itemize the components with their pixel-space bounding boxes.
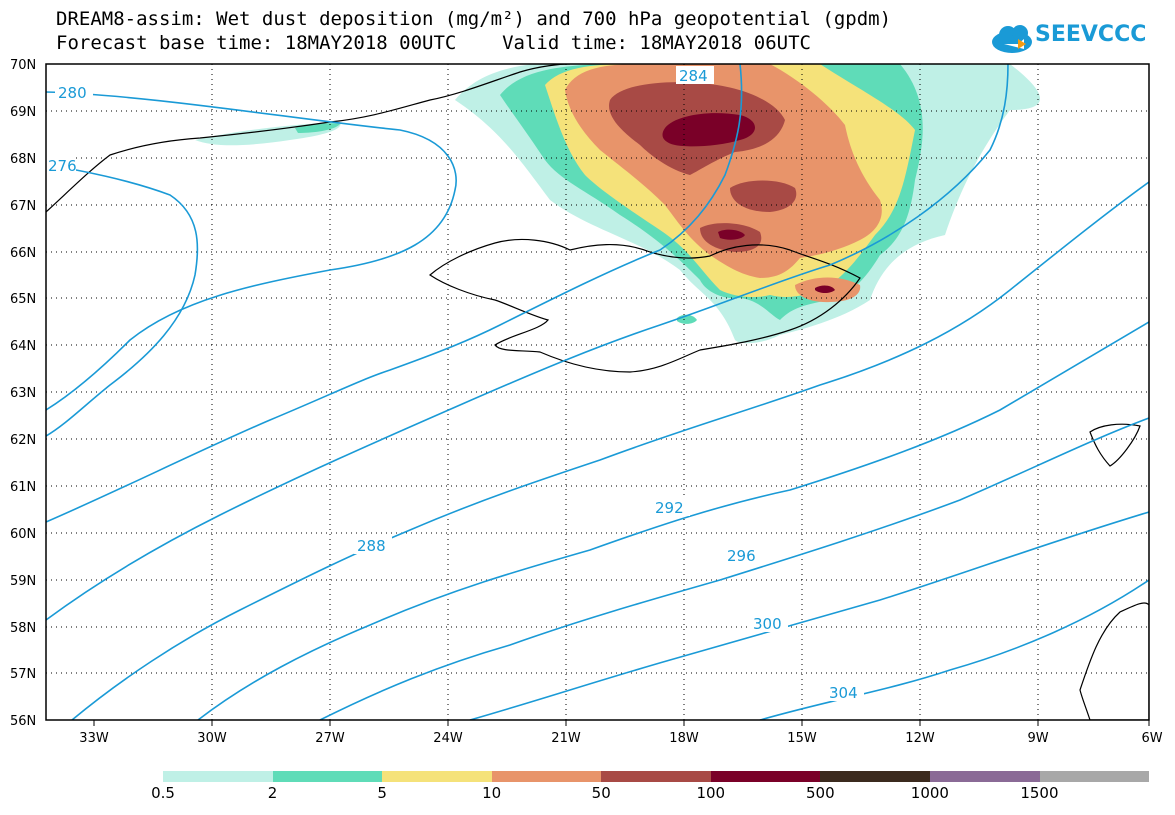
tick-marks bbox=[93, 720, 1150, 726]
contour-label-304: 304 bbox=[829, 684, 858, 702]
dust-level-100 bbox=[662, 113, 755, 147]
legend-swatch bbox=[601, 771, 711, 782]
legend-swatch bbox=[1039, 771, 1150, 782]
contour-label-284: 284 bbox=[679, 67, 708, 85]
latitude-labels: 70N 69N 68N 67N 66N 65N 64N 63N 62N 61N … bbox=[10, 58, 36, 729]
greenland-coast bbox=[46, 64, 571, 213]
cloud-icon bbox=[992, 25, 1032, 53]
lon-label: 30W bbox=[197, 731, 227, 746]
longitude-labels: 33W 30W 27W 24W 21W 18W 15W 12W 9W 6W bbox=[79, 731, 1162, 746]
lat-label: 63N bbox=[10, 386, 36, 401]
contour-284-b bbox=[46, 64, 1009, 621]
lon-label: 33W bbox=[79, 731, 109, 746]
lat-label: 60N bbox=[10, 527, 36, 542]
contour-284-a bbox=[46, 64, 743, 523]
dust-deposition-field bbox=[195, 64, 1040, 344]
geopotential-contours bbox=[46, 64, 1149, 720]
color-legend bbox=[163, 771, 1150, 782]
dust-level-50b bbox=[730, 180, 797, 212]
lat-label: 65N bbox=[10, 292, 36, 307]
coastlines bbox=[46, 64, 1149, 720]
map-title: DREAM8-assim: Wet dust deposition (mg/m²… bbox=[56, 8, 892, 30]
legend-swatch bbox=[491, 771, 602, 782]
contour-296 bbox=[319, 417, 1149, 720]
lat-label: 59N bbox=[10, 574, 36, 589]
lon-label: 6W bbox=[1141, 731, 1162, 746]
legend-swatch bbox=[710, 771, 821, 782]
legend-label: 50 bbox=[591, 784, 611, 802]
lat-label: 66N bbox=[10, 246, 36, 261]
lat-label: 70N bbox=[10, 58, 36, 73]
legend-swatch bbox=[382, 771, 492, 782]
dust-level-100b bbox=[718, 229, 745, 240]
legend-swatch bbox=[163, 771, 273, 782]
lat-label: 57N bbox=[10, 667, 36, 682]
contour-304 bbox=[759, 579, 1149, 720]
contour-label-288: 288 bbox=[357, 537, 386, 555]
legend-label: 0.5 bbox=[151, 784, 175, 802]
lon-label: 9W bbox=[1027, 731, 1048, 746]
lat-label: 67N bbox=[10, 199, 36, 214]
iceland-coast bbox=[429, 238, 861, 373]
map-subtitle-times: Forecast base time: 18MAY2018 00UTC Vali… bbox=[56, 32, 811, 54]
lat-label: 61N bbox=[10, 480, 36, 495]
lat-label: 62N bbox=[10, 433, 36, 448]
lat-label: 68N bbox=[10, 152, 36, 167]
lat-label: 69N bbox=[10, 105, 36, 120]
lat-label: 56N bbox=[10, 714, 36, 729]
contour-label-296: 296 bbox=[727, 547, 756, 565]
legend-label: 1000 bbox=[910, 784, 949, 802]
map-frame bbox=[45, 63, 1150, 721]
contour-288 bbox=[71, 181, 1149, 720]
seevccc-logo bbox=[992, 25, 1032, 53]
lat-label: 64N bbox=[10, 339, 36, 354]
lon-label: 21W bbox=[551, 731, 581, 746]
scotland-coast bbox=[1079, 602, 1149, 720]
contour-label-292: 292 bbox=[655, 499, 684, 517]
lon-label: 27W bbox=[315, 731, 345, 746]
legend-label: 1500 bbox=[1020, 784, 1059, 802]
contour-300 bbox=[469, 511, 1149, 720]
contour-labels: 280 276 284 288 292 296 300 304 bbox=[46, 66, 864, 702]
faroe-islands bbox=[1089, 423, 1141, 467]
contour-label-300: 300 bbox=[753, 615, 782, 633]
contour-label-280: 280 bbox=[58, 84, 87, 102]
contour-label-276: 276 bbox=[48, 157, 77, 175]
legend-swatch bbox=[820, 771, 930, 782]
lat-label: 58N bbox=[10, 621, 36, 636]
legend-label: 100 bbox=[696, 784, 726, 802]
contour-280 bbox=[46, 91, 457, 411]
legend-label: 2 bbox=[267, 784, 278, 802]
lon-label: 24W bbox=[433, 731, 463, 746]
lon-label: 18W bbox=[669, 731, 699, 746]
legend-label: 5 bbox=[377, 784, 387, 802]
lon-label: 12W bbox=[905, 731, 935, 746]
lon-label: 15W bbox=[787, 731, 817, 746]
dust-level-100c bbox=[815, 285, 835, 293]
logo-text: SEEVCCC bbox=[1035, 22, 1147, 47]
legend-swatch bbox=[272, 771, 383, 782]
contour-276 bbox=[46, 164, 199, 437]
legend-label: 500 bbox=[806, 784, 835, 802]
contour-292 bbox=[197, 321, 1149, 720]
legend-label: 10 bbox=[482, 784, 502, 802]
legend-swatch bbox=[929, 771, 1040, 782]
